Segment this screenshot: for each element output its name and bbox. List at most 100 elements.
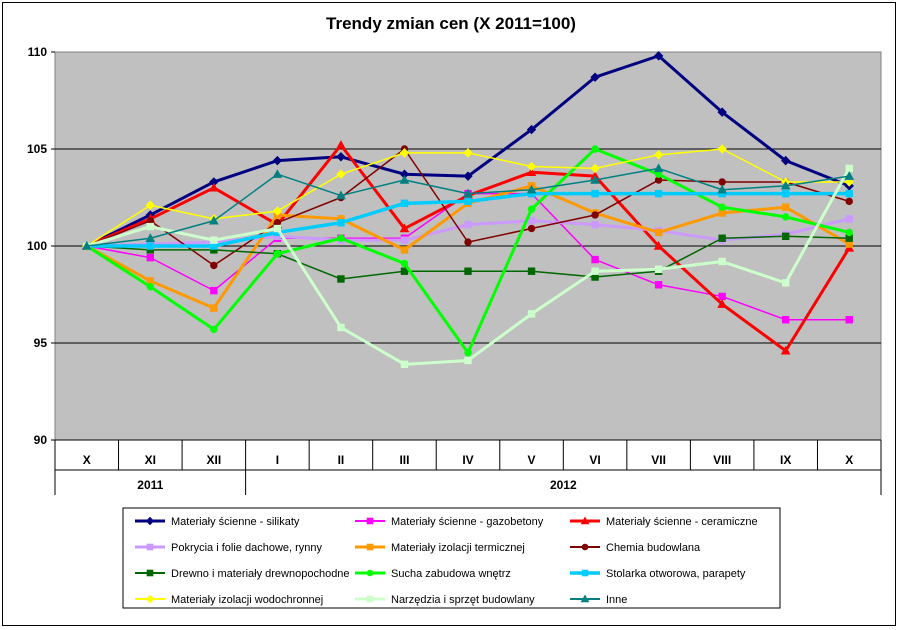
data-point-marker: [591, 267, 599, 275]
data-point-marker: [718, 257, 726, 266]
data-point-marker: [210, 325, 218, 334]
x-tick-label: III: [399, 453, 409, 467]
y-tick-label: 95: [34, 336, 48, 350]
data-point-marker: [336, 140, 346, 149]
data-point-marker: [464, 220, 472, 229]
data-point-marker: [399, 175, 410, 184]
data-point-marker: [845, 316, 853, 324]
legend-item: Stolarka otworowa, parapety: [570, 568, 746, 580]
series-12: [81, 163, 855, 250]
data-point-marker: [526, 161, 537, 172]
legend-item: Sucha zabudowa wnętrz: [355, 568, 511, 580]
data-point-marker: [273, 250, 282, 258]
y-tick-label: 100: [27, 239, 47, 253]
data-point-marker: [337, 219, 345, 227]
data-point-marker: [527, 205, 536, 213]
data-point-marker: [400, 267, 409, 275]
data-point-marker: [146, 253, 155, 262]
data-point-marker: [590, 163, 600, 174]
x-tick-label: VII: [651, 453, 666, 467]
x-tick-label: XII: [207, 453, 222, 467]
data-point-marker: [210, 286, 218, 295]
data-point-marker: [463, 171, 473, 181]
data-point-marker: [210, 236, 218, 244]
data-point-marker: [366, 517, 374, 525]
data-point-marker: [526, 167, 537, 176]
data-point-marker: [780, 155, 791, 166]
data-point-marker: [337, 323, 345, 332]
legend-item: Narzędzia i sprzęt budowlany: [355, 594, 535, 606]
year-label-2012: 2012: [550, 478, 577, 492]
series-7: [83, 232, 853, 283]
data-point-marker: [653, 240, 664, 250]
y-tick-label: 90: [34, 433, 48, 447]
data-point-marker: [400, 246, 409, 254]
data-point-marker: [526, 124, 537, 135]
legend-label: Inne: [606, 594, 627, 606]
series-8: [83, 145, 853, 357]
data-point-marker: [654, 228, 663, 237]
x-tick-label: I: [276, 453, 279, 467]
data-point-marker: [781, 279, 790, 287]
legend-label: Materiały izolacji wodochronnej: [171, 594, 323, 606]
data-point-marker: [146, 222, 155, 231]
x-tick-label: X: [845, 453, 853, 467]
data-point-marker: [146, 242, 155, 250]
legend-item: Chemia budowlana: [570, 542, 701, 554]
data-point-marker: [580, 516, 590, 525]
data-point-marker: [464, 197, 472, 206]
data-point-marker: [145, 200, 156, 210]
data-point-marker: [399, 223, 410, 233]
legend-box: [122, 507, 781, 609]
data-point-marker: [527, 310, 536, 318]
data-point-marker: [464, 238, 472, 246]
y-axis: 90 95 100 105 110: [27, 45, 55, 447]
data-point-marker: [146, 283, 155, 291]
data-point-marker: [145, 594, 155, 604]
data-point-marker: [590, 72, 600, 82]
data-point-marker: [781, 213, 790, 221]
data-point-marker: [145, 516, 155, 526]
data-point-marker: [145, 233, 156, 242]
legend-label: Pokrycia i folie dachowe, rynny: [171, 542, 323, 554]
series-9: [83, 189, 853, 250]
data-point-marker: [718, 234, 726, 242]
data-point-marker: [780, 345, 791, 355]
y-tick-label: 110: [28, 45, 48, 59]
data-point-marker: [653, 150, 664, 160]
legend-item: Materiały izolacji wodochronnej: [135, 594, 323, 606]
data-point-marker: [781, 232, 790, 241]
data-point-marker: [366, 569, 374, 577]
data-point-marker: [581, 543, 589, 551]
data-point-marker: [844, 177, 854, 187]
data-point-marker: [527, 217, 536, 225]
data-point-marker: [717, 299, 728, 308]
data-point-marker: [591, 255, 599, 264]
year-label-2011: 2011: [137, 478, 163, 492]
data-point-marker: [399, 148, 410, 158]
data-point-marker: [718, 178, 726, 186]
legend: Materiały ścienne - silikaty Materiały śc…: [122, 507, 781, 609]
data-point-marker: [654, 265, 663, 273]
data-point-marker: [718, 203, 726, 211]
data-point-marker: [210, 261, 218, 270]
legend-label: Drewno i materiały drewnopochodne: [171, 568, 350, 580]
x-tick-label: X: [83, 453, 91, 467]
data-point-marker: [272, 169, 283, 178]
y-tick-label: 105: [27, 142, 47, 156]
data-point-marker: [400, 360, 409, 369]
data-point-marker: [781, 203, 790, 211]
data-point-marker: [81, 240, 92, 250]
data-point-marker: [845, 164, 853, 173]
data-point-marker: [463, 148, 473, 158]
data-point-marker: [844, 171, 855, 180]
legend-item: Materiały izolacji termicznej: [355, 542, 525, 554]
data-point-marker: [780, 180, 791, 190]
x-tick-label: IV: [462, 453, 473, 467]
data-point-marker: [845, 228, 853, 237]
legend-item: Inne: [570, 594, 627, 606]
legend-label: Materiały ścienne - silikaty: [171, 516, 300, 528]
x-tick-label: VIII: [713, 453, 731, 467]
